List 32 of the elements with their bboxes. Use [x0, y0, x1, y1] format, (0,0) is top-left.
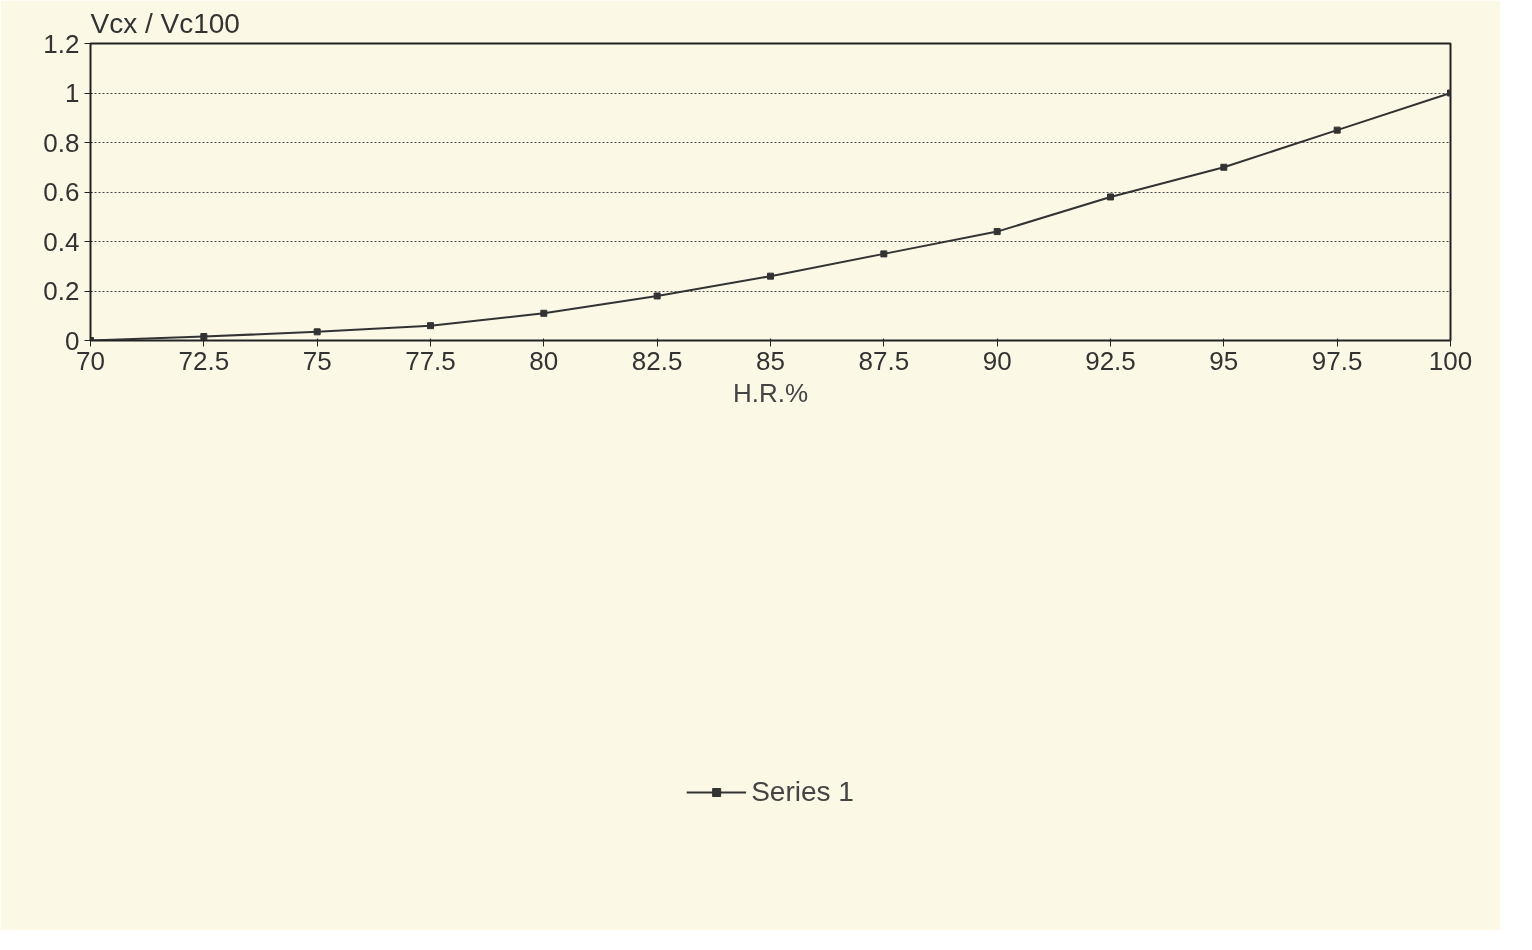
x-tick-label: 72.5	[178, 345, 230, 376]
y-tick-label: 0.6	[43, 177, 80, 207]
y-tick-label: 0.8	[43, 127, 80, 158]
x-tick-label: 82.5	[631, 345, 683, 376]
y-tick-label: 0.4	[43, 226, 80, 257]
y-tick-label: 1	[65, 78, 80, 108]
x-tick-label: 80	[529, 345, 559, 376]
x-tick-label: 95	[1209, 345, 1239, 376]
point	[540, 309, 548, 317]
x-axis-title: H.R.%	[732, 377, 809, 408]
point	[767, 272, 774, 280]
x-tick-label: 92.5	[1085, 345, 1136, 376]
y-tick-label: 1.2	[43, 28, 80, 59]
point	[313, 328, 321, 336]
legend-label: Series 1	[751, 776, 854, 808]
point	[427, 322, 434, 330]
x-tick-label: 100	[1428, 345, 1473, 376]
point	[993, 228, 1001, 236]
x-tick-label: 77.5	[405, 345, 456, 376]
x-tick-label: 75	[302, 345, 332, 376]
x-tick-label: 85	[756, 345, 785, 376]
point	[1220, 163, 1228, 171]
point	[653, 292, 661, 300]
y-axis-title: Vcx / Vc100	[90, 7, 240, 39]
y-tick-label: 0.2	[43, 276, 80, 306]
x-tick-label: 87.5	[858, 345, 910, 376]
point	[200, 333, 208, 341]
point	[1107, 193, 1114, 201]
point	[880, 250, 888, 258]
x-tick-label: 97.5	[1311, 345, 1363, 376]
x-tick-label: 90	[982, 345, 1012, 376]
point	[1333, 126, 1341, 134]
